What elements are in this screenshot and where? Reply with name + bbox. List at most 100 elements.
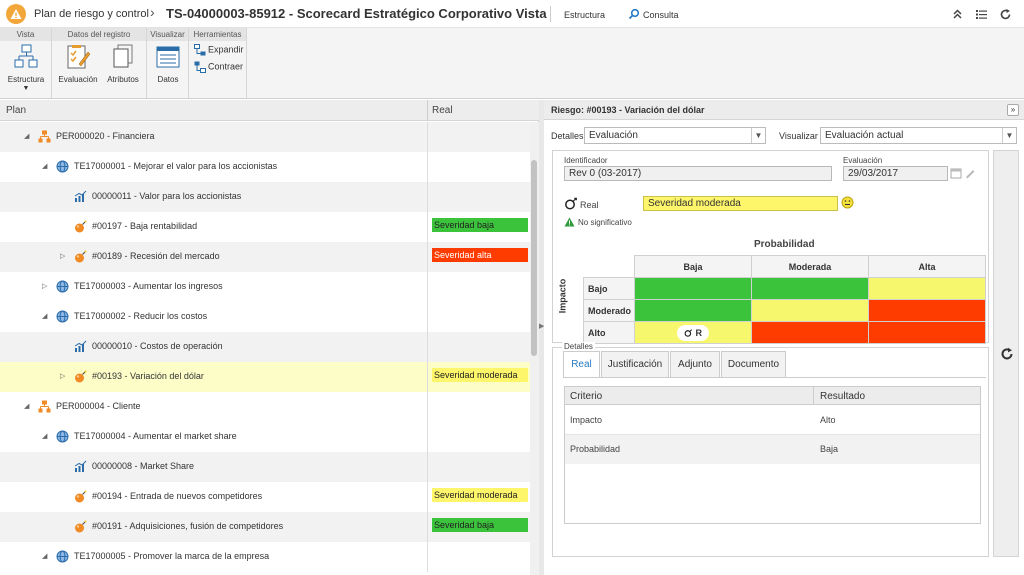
impacto-title: Impacto xyxy=(557,278,568,314)
contraer-button[interactable]: Contraer xyxy=(194,61,243,73)
collapse-toggle-icon[interactable]: ◢ xyxy=(42,313,48,320)
tree-row[interactable]: #00191 - Adquisiciones, fusión de compet… xyxy=(0,512,530,542)
atributos-label: Atributos xyxy=(107,75,139,84)
expand-toggle-icon[interactable]: ▷ xyxy=(42,283,48,290)
real-label: Real xyxy=(580,200,599,210)
column-header-plan[interactable]: Plan xyxy=(6,105,27,116)
search-icon[interactable] xyxy=(628,8,640,23)
collapse-toggle-icon[interactable]: ◢ xyxy=(42,553,48,560)
evaluation-icon xyxy=(56,44,100,72)
edit-check-icon[interactable] xyxy=(964,167,976,182)
tree-row[interactable]: ◢ PER000020 - Financiera xyxy=(0,122,530,152)
tree-row[interactable]: 00000010 - Costos de operación xyxy=(0,332,530,362)
tree-row-label: 00000008 - Market Share xyxy=(92,461,195,471)
list-icon[interactable] xyxy=(975,8,988,21)
scrollbar[interactable] xyxy=(530,122,539,575)
plan-tree-panel: Plan Real ◢ PER000020 - Financiera ◢ TE1700… xyxy=(0,100,539,575)
tree-row[interactable]: ◢ PER000004 - Cliente xyxy=(0,392,530,422)
tree-row[interactable]: 00000011 - Valor para los accionistas xyxy=(0,182,530,212)
tree-row[interactable]: ▷ #00193 - Variación del dólar Severidad m… xyxy=(0,362,530,392)
atributos-button[interactable]: Atributos xyxy=(102,42,144,84)
tree-row[interactable]: #00194 - Entrada de nuevos competidores S… xyxy=(0,482,530,512)
real-cell xyxy=(427,302,530,332)
visualizar-select[interactable]: Evaluación actual ▼ xyxy=(820,127,1017,144)
matrix-row-header: Alto xyxy=(583,321,635,344)
refresh-icon[interactable] xyxy=(999,8,1012,21)
severity-badge: Severidad baja xyxy=(432,518,528,532)
collapse-toggle-icon[interactable]: ◢ xyxy=(24,403,30,410)
tree-row[interactable]: #00197 - Baja rentabilidad Severidad baja xyxy=(0,212,530,242)
column-header-criterio[interactable]: Criterio xyxy=(570,391,603,402)
detail-title: Riesgo: #00193 - Variación del dólar xyxy=(551,105,705,115)
tree-row[interactable]: ◢ TE17000004 - Aumentar el market share xyxy=(0,422,530,452)
breadcrumb-separator: › xyxy=(150,4,155,20)
detail-header: Riesgo: #00193 - Variación del dólar » xyxy=(544,100,1024,120)
expandir-label: Expandir xyxy=(208,44,244,55)
tree-row-label: #00193 - Variación del dólar xyxy=(92,371,204,381)
tab-justificacion[interactable]: Justificación xyxy=(601,351,669,378)
real-cell xyxy=(427,122,530,152)
collapse-up-icon[interactable] xyxy=(951,8,964,21)
real-cell: Severidad moderada xyxy=(427,482,530,512)
tree-row[interactable]: ▷ TE17000003 - Aumentar los ingresos xyxy=(0,272,530,302)
calendar-icon[interactable] xyxy=(950,167,962,182)
expand-tree-icon xyxy=(194,44,206,56)
ribbon-group-title: Vista xyxy=(0,28,51,41)
datos-button[interactable]: Datos xyxy=(150,42,186,84)
breadcrumb-app[interactable]: Plan de riesgo y control xyxy=(34,8,149,20)
detalles-value: Evaluación xyxy=(589,130,638,141)
matrix-row-header: Bajo xyxy=(583,277,635,300)
evaluacion-button[interactable]: Evaluación xyxy=(56,42,100,84)
matrix-row-header: Moderado xyxy=(583,299,635,322)
consulta-link[interactable]: Consulta xyxy=(643,10,679,20)
detalles-select[interactable]: Evaluación ▼ xyxy=(584,127,766,144)
tab-documento[interactable]: Documento xyxy=(721,351,786,378)
estructura-link[interactable]: Estructura xyxy=(564,10,606,20)
estructura-button[interactable]: Estructura ▼ xyxy=(3,42,49,92)
significance-text: No significativo xyxy=(578,218,632,227)
risk-bomb-icon xyxy=(74,520,87,533)
matrix-col-header: Moderada xyxy=(751,255,869,278)
evaluacion-date-field: 29/03/2017 xyxy=(843,166,948,181)
ribbon-group-title: Datos del registro xyxy=(52,28,146,41)
criterio-cell: Impacto xyxy=(570,415,603,425)
collapse-panel-button[interactable]: » xyxy=(1007,104,1019,116)
indicator-chart-icon xyxy=(74,190,87,203)
real-cell: Severidad baja xyxy=(427,212,530,242)
tree-row[interactable]: ◢ TE17000005 - Promover la marca de la em… xyxy=(0,542,530,572)
refresh-side-button[interactable] xyxy=(993,150,1019,557)
tab-adjunto[interactable]: Adjunto xyxy=(670,351,720,378)
criterio-cell: Probabilidad xyxy=(570,444,621,454)
table-row[interactable]: Impacto Alto xyxy=(565,406,980,435)
collapse-toggle-icon[interactable]: ◢ xyxy=(24,133,30,140)
collapse-toggle-icon[interactable]: ◢ xyxy=(42,163,48,170)
tab-real[interactable]: Real xyxy=(563,351,600,378)
tree-row[interactable]: ◢ TE17000002 - Reducir los costos xyxy=(0,302,530,332)
criteria-table: Criterio Resultado Impacto Alto Probabil… xyxy=(564,386,981,524)
risk-detail-panel: Riesgo: #00193 - Variación del dólar » D… xyxy=(544,100,1024,575)
datos-label: Datos xyxy=(157,75,179,84)
table-row[interactable]: Probabilidad Baja xyxy=(565,435,980,464)
risk-bomb-icon xyxy=(74,220,87,233)
chevron-right-icon[interactable]: ▶ xyxy=(539,323,545,330)
perspective-icon xyxy=(38,400,51,413)
column-header-resultado[interactable]: Resultado xyxy=(820,391,866,402)
matrix-col-header: Baja xyxy=(634,255,752,278)
collapse-toggle-icon[interactable]: ◢ xyxy=(42,433,48,440)
panel-splitter[interactable] xyxy=(539,100,544,575)
tree-row-label: TE17000001 - Mejorar el valor para los a… xyxy=(74,161,278,171)
severity-badge: Severidad alta xyxy=(432,248,528,262)
column-header-real[interactable]: Real xyxy=(432,105,453,116)
detalles-group-legend: Detalles xyxy=(562,342,595,351)
tree-row[interactable]: ▷ #00189 - Recesión del mercado Severidad … xyxy=(0,242,530,272)
real-cell xyxy=(427,152,530,182)
tree-row[interactable]: 00000008 - Market Share xyxy=(0,452,530,482)
tree-row[interactable]: ◢ TE17000001 - Mejorar el valor para los … xyxy=(0,152,530,182)
expandir-button[interactable]: Expandir xyxy=(194,44,244,56)
real-cell xyxy=(427,452,530,482)
scrollbar-thumb[interactable] xyxy=(531,160,537,356)
expand-toggle-icon[interactable]: ▷ xyxy=(60,253,66,260)
risk-bomb-icon xyxy=(74,370,87,383)
globe-icon xyxy=(56,280,69,293)
expand-toggle-icon[interactable]: ▷ xyxy=(60,373,66,380)
